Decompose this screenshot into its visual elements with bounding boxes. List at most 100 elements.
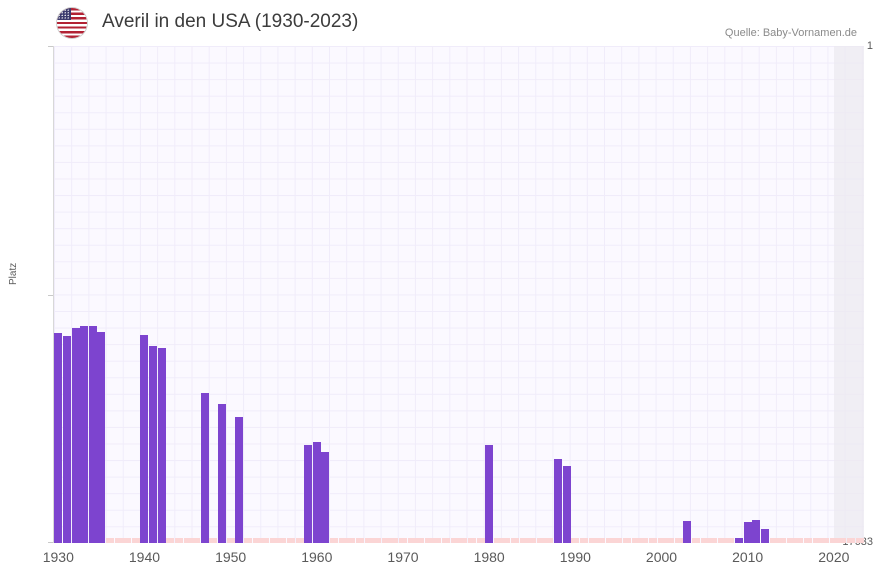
bar-empty[interactable]	[588, 538, 597, 543]
bar[interactable]	[71, 327, 80, 543]
bar[interactable]	[752, 519, 761, 543]
bar-empty[interactable]	[674, 538, 683, 543]
bar-empty[interactable]	[243, 538, 252, 543]
bar-empty[interactable]	[123, 538, 132, 543]
bar-empty[interactable]	[691, 538, 700, 543]
x-tick-1970: 1970	[387, 549, 419, 565]
bar-empty[interactable]	[571, 538, 580, 543]
bar-empty[interactable]	[536, 538, 545, 543]
y-axis-tickmark-bottom	[48, 542, 53, 543]
bar-empty[interactable]	[519, 538, 528, 543]
bar[interactable]	[88, 326, 97, 543]
bar-empty[interactable]	[709, 538, 718, 543]
bar-empty[interactable]	[821, 538, 830, 543]
bar[interactable]	[735, 537, 744, 543]
bar[interactable]	[304, 444, 313, 543]
bar-empty[interactable]	[812, 538, 821, 543]
bar-empty[interactable]	[166, 538, 175, 543]
bar-empty[interactable]	[605, 538, 614, 543]
bar[interactable]	[743, 522, 752, 543]
bar-empty[interactable]	[528, 538, 537, 543]
bar-empty[interactable]	[476, 538, 485, 543]
bar[interactable]	[200, 392, 209, 543]
bar-empty[interactable]	[209, 538, 218, 543]
bar-empty[interactable]	[726, 538, 735, 543]
bar-empty[interactable]	[390, 538, 399, 543]
bar[interactable]	[157, 347, 166, 543]
bar-empty[interactable]	[373, 538, 382, 543]
bar-empty[interactable]	[330, 538, 339, 543]
bar-empty[interactable]	[717, 538, 726, 543]
bar[interactable]	[760, 529, 769, 543]
bar-empty[interactable]	[838, 538, 847, 543]
bar-empty[interactable]	[786, 538, 795, 543]
bar[interactable]	[321, 451, 330, 543]
bar-empty[interactable]	[381, 538, 390, 543]
bar[interactable]	[485, 444, 494, 543]
bar-empty[interactable]	[278, 538, 287, 543]
bar[interactable]	[235, 416, 244, 543]
bar-empty[interactable]	[174, 538, 183, 543]
bar-empty[interactable]	[450, 538, 459, 543]
bar-empty[interactable]	[493, 538, 502, 543]
y-axis-tickmark-mid	[48, 295, 53, 296]
bar[interactable]	[97, 332, 106, 543]
bar-empty[interactable]	[700, 538, 709, 543]
bar-empty[interactable]	[666, 538, 675, 543]
bar-empty[interactable]	[795, 538, 804, 543]
bar-empty[interactable]	[502, 538, 511, 543]
bar-empty[interactable]	[459, 538, 468, 543]
bar[interactable]	[562, 465, 571, 543]
bar-empty[interactable]	[261, 538, 270, 543]
bar-empty[interactable]	[114, 538, 123, 543]
bar-empty[interactable]	[269, 538, 278, 543]
bar-empty[interactable]	[131, 538, 140, 543]
bar-empty[interactable]	[769, 538, 778, 543]
bar-empty[interactable]	[416, 538, 425, 543]
bar[interactable]	[683, 520, 692, 543]
bar-empty[interactable]	[623, 538, 632, 543]
bar-empty[interactable]	[355, 538, 364, 543]
bar-empty[interactable]	[467, 538, 476, 543]
bar-empty[interactable]	[433, 538, 442, 543]
bar-empty[interactable]	[614, 538, 623, 543]
bar[interactable]	[54, 333, 63, 543]
bar-empty[interactable]	[829, 538, 838, 543]
bar[interactable]	[312, 442, 321, 543]
bar[interactable]	[149, 346, 158, 543]
bar-empty[interactable]	[347, 538, 356, 543]
bar-empty[interactable]	[597, 538, 606, 543]
bar-empty[interactable]	[545, 538, 554, 543]
bar-empty[interactable]	[778, 538, 787, 543]
bar-empty[interactable]	[183, 538, 192, 543]
bar-empty[interactable]	[295, 538, 304, 543]
bar[interactable]	[554, 458, 563, 543]
bar-empty[interactable]	[803, 538, 812, 543]
bar-empty[interactable]	[424, 538, 433, 543]
bar-empty[interactable]	[338, 538, 347, 543]
bar-empty[interactable]	[648, 538, 657, 543]
bar[interactable]	[140, 334, 149, 543]
bar-empty[interactable]	[855, 538, 864, 543]
bar-empty[interactable]	[106, 538, 114, 543]
bar-empty[interactable]	[226, 538, 235, 543]
bar-empty[interactable]	[640, 538, 649, 543]
bar[interactable]	[80, 326, 89, 543]
bar-empty[interactable]	[407, 538, 416, 543]
x-tick-2020: 2020	[818, 549, 850, 565]
bar-empty[interactable]	[847, 538, 856, 543]
bar-empty[interactable]	[286, 538, 295, 543]
bar-empty[interactable]	[192, 538, 201, 543]
bar-empty[interactable]	[252, 538, 261, 543]
bar-empty[interactable]	[364, 538, 373, 543]
bar[interactable]	[218, 403, 227, 543]
bar-empty[interactable]	[398, 538, 407, 543]
y-axis-tickmark-top	[48, 46, 53, 47]
bar-empty[interactable]	[511, 538, 519, 543]
bar-empty[interactable]	[442, 538, 451, 543]
bar[interactable]	[62, 336, 71, 543]
bar-empty[interactable]	[631, 538, 640, 543]
x-tick-1960: 1960	[301, 549, 333, 565]
bar-empty[interactable]	[579, 538, 588, 543]
bar-empty[interactable]	[657, 538, 666, 543]
